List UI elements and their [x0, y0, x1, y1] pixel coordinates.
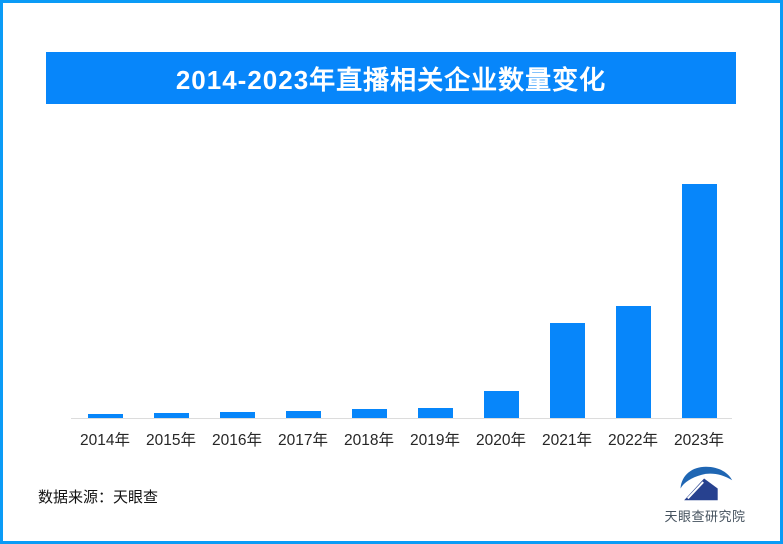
bar-2015年 [153, 413, 189, 418]
x-tick-label: 2023年 [674, 432, 724, 449]
bar-2017年 [285, 411, 321, 418]
x-axis-line [71, 418, 732, 419]
bar-2018年 [351, 409, 387, 418]
data-source-label: 数据来源：天眼查 [38, 489, 159, 506]
x-tick-label: 2022年 [608, 432, 658, 449]
x-tick-label: 2017年 [278, 432, 328, 449]
x-tick-label: 2020年 [476, 432, 526, 449]
bar-2019年 [417, 408, 453, 418]
chart-title-banner: 2014-2023年直播相关企业数量变化 [46, 52, 736, 104]
chart-title: 2014-2023年直播相关企业数量变化 [175, 64, 607, 95]
tianyancha-logo-icon [680, 466, 733, 501]
bar-2020年 [483, 391, 519, 418]
x-tick-label: 2021年 [542, 432, 592, 449]
x-tick-label: 2016年 [212, 432, 262, 449]
bar-2016年 [219, 412, 255, 418]
bar-2023年 [681, 184, 717, 418]
x-tick-label: 2019年 [410, 432, 460, 449]
x-tick-label: 2015年 [146, 432, 196, 449]
brand-logo-block: 天眼查研究院 [655, 463, 755, 525]
bar-2014年 [87, 414, 123, 418]
brand-name: 天眼查研究院 [664, 509, 746, 524]
bar-2021年 [549, 323, 585, 418]
bar-2022年 [615, 306, 651, 418]
x-tick-label: 2018年 [344, 432, 394, 449]
x-tick-label: 2014年 [80, 432, 130, 449]
bar-chart: 2014年 2015年 2016年 2017年 2018年 2019年 2020年 2021年… [71, 150, 732, 449]
